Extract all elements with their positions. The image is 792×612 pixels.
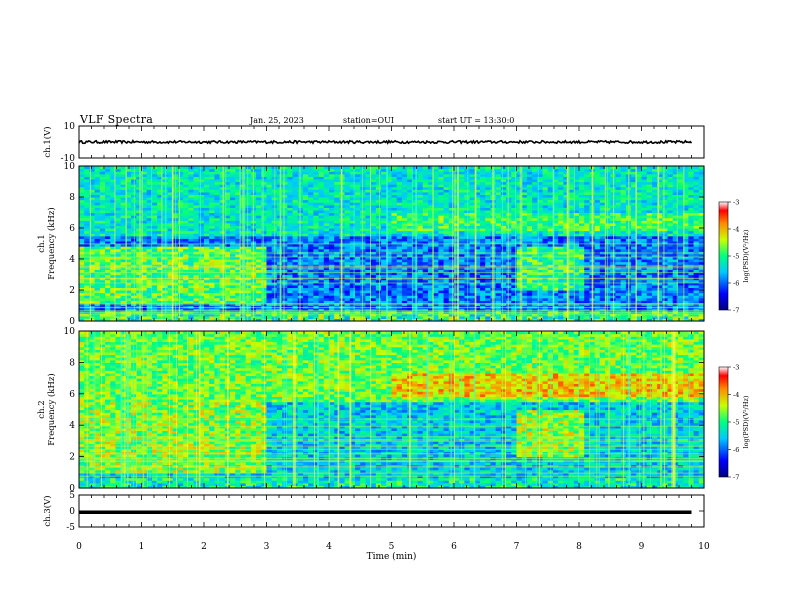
y-tick-label: 2 [69,453,75,463]
y-axis-label: ch.2 [37,400,47,418]
y-axis-label: Frequency (kHz) [46,373,57,445]
x-axis-label: Time (min) [367,551,417,562]
y-tick-label: 4 [69,421,75,431]
x-tick-label: 2 [201,542,207,552]
x-tick-label: 5 [389,542,395,552]
spectrogram-cells-ch1 [79,166,705,322]
x-tick-label: 10 [698,542,710,552]
colorbar-tick-label: -7 [733,474,739,482]
y-tick-label: 6 [69,390,75,400]
colorbar-label: log(PSD)(V²/Hz) [742,395,750,448]
y-tick-label: 0 [69,317,75,327]
colorbar [718,366,729,478]
colorbar-tick-label: -5 [733,419,739,427]
y-tick-label: 8 [69,193,75,203]
y-tick-label: 10 [64,162,76,172]
y-tick-label: 0 [69,484,75,494]
x-tick-label: 1 [139,542,145,552]
y-tick-label: -10 [61,154,76,164]
y-tick-label: -5 [66,523,75,533]
colorbar-tick-label: -3 [733,364,739,372]
y-axis-label: ch.1 [37,234,47,252]
y-axis-label: ch.3(V) [42,495,53,526]
x-tick-label: 0 [76,542,82,552]
colorbar-tick-label: -6 [733,280,739,288]
start-time-label: start UT = 13:30:0 [438,116,515,125]
x-tick-label: 8 [576,542,582,552]
y-tick-label: 5 [69,491,75,501]
spectrogram-cells-ch2 [79,331,705,489]
chart-title: VLF Spectra [80,113,154,126]
y-axis-label: ch.1(V) [42,126,53,157]
colorbar-tick-label: -4 [733,226,739,234]
y-tick-label: 0 [69,507,75,517]
y-tick-label: 10 [64,327,76,337]
y-tick-label: 4 [69,255,75,265]
colorbar-tick-label: -6 [733,446,739,454]
y-axis-label: Frequency (kHz) [46,207,57,279]
colorbar-tick-label: -3 [733,199,739,207]
y-tick-label: 10 [64,122,76,132]
x-tick-label: 7 [514,542,520,552]
colorbar-tick-label: -7 [733,307,739,315]
ch1-waveform-line [78,139,693,145]
y-tick-label: 2 [69,286,75,296]
x-tick-label: 6 [451,542,457,552]
colorbar-label: log(PSD)(V²/Hz) [742,229,750,282]
station-label: station=OUI [343,116,394,125]
y-tick-label: 6 [69,224,75,234]
x-tick-label: 9 [639,542,645,552]
date-label: Jan. 25, 2023 [250,116,304,125]
colorbar-tick-label: -4 [733,391,739,399]
x-tick-label: 4 [326,542,332,552]
colorbar [718,201,729,311]
x-tick-label: 3 [264,542,270,552]
y-tick-label: 8 [69,358,75,368]
colorbar-tick-label: -5 [733,253,739,261]
